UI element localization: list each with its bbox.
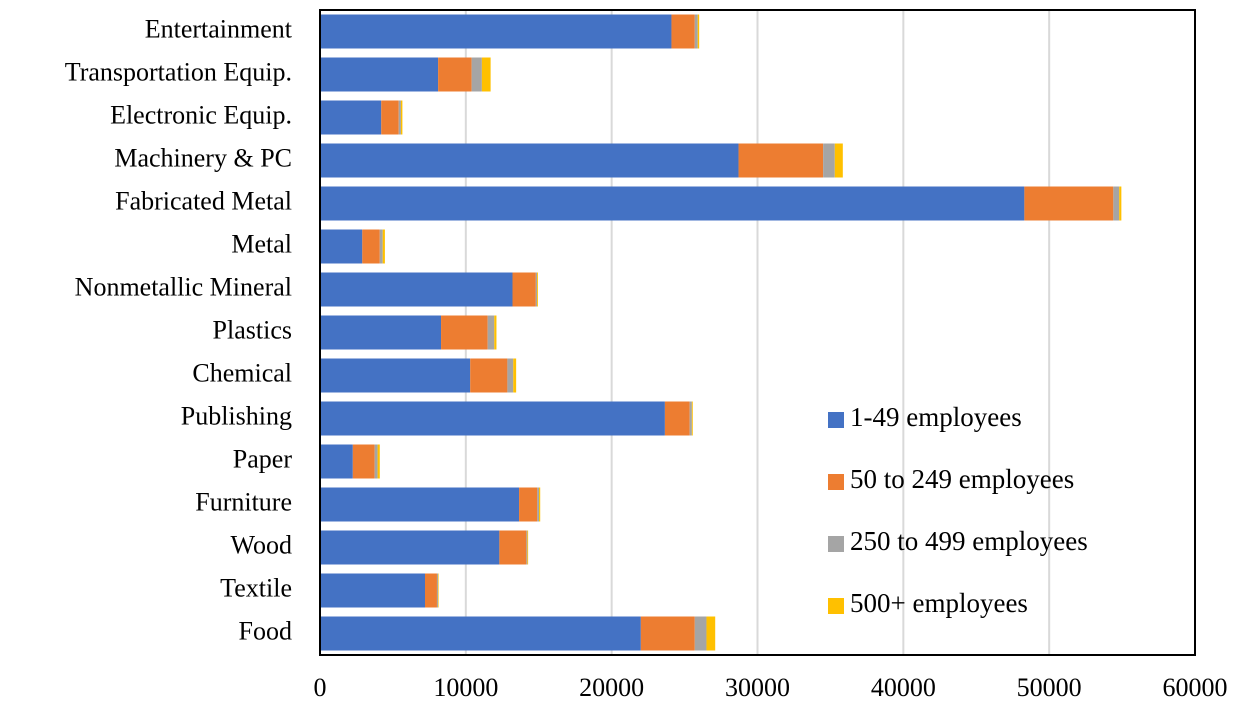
bar-segment — [320, 444, 353, 479]
bar-segment — [537, 487, 540, 522]
bar-segment — [539, 487, 541, 522]
y-tick-label: Nonmetallic Mineral — [75, 272, 292, 301]
bar-segment — [436, 573, 438, 608]
bar-segment — [320, 315, 442, 350]
x-tick-label: 20000 — [579, 673, 644, 702]
legend-label: 250 to 499 employees — [850, 526, 1088, 556]
legend-swatch — [828, 536, 844, 552]
bar-segment — [320, 358, 471, 393]
bar-segment — [499, 530, 527, 565]
bar-segment — [640, 616, 695, 651]
bar-segment — [507, 358, 514, 393]
bar-segment — [706, 616, 716, 651]
bar-segment — [320, 616, 641, 651]
bar-segment — [438, 57, 472, 92]
x-tick-label: 30000 — [725, 673, 790, 702]
y-tick-label: Transportation Equip. — [65, 57, 292, 86]
y-tick-label: Wood — [231, 530, 292, 559]
bar-segment — [320, 530, 500, 565]
bar-segment — [689, 401, 692, 436]
legend-swatch — [828, 474, 844, 490]
bar-segment — [527, 530, 529, 565]
bar-segment — [470, 358, 508, 393]
bar-segment — [320, 229, 363, 264]
y-tick-label: Fabricated Metal — [115, 186, 292, 215]
bar-segment — [691, 401, 693, 436]
y-tick-label: Furniture — [195, 487, 292, 516]
legend-label: 1-49 employees — [850, 402, 1022, 432]
bar-segment — [437, 573, 439, 608]
bar-segment — [400, 100, 403, 135]
bar-segment — [694, 14, 698, 49]
y-tick-label: Food — [239, 616, 292, 645]
bar-segment — [535, 272, 537, 307]
bar-segment — [382, 229, 385, 264]
x-tick-label: 60000 — [1163, 673, 1228, 702]
x-tick-label: 50000 — [1017, 673, 1082, 702]
bar-segment — [834, 143, 843, 178]
x-tick-label: 0 — [314, 673, 327, 702]
bar-segment — [694, 616, 707, 651]
bar-segment — [487, 315, 495, 350]
bar-segment — [320, 100, 382, 135]
y-tick-label: Paper — [233, 444, 293, 473]
bar-segment — [320, 14, 672, 49]
bar-segment — [320, 401, 665, 436]
bar-segment — [377, 444, 380, 479]
legend-swatch — [828, 412, 844, 428]
y-tick-label: Entertainment — [145, 14, 293, 43]
bar-segment — [697, 14, 700, 49]
bar-segment — [671, 14, 695, 49]
bar-segment — [1024, 186, 1114, 221]
y-tick-label: Publishing — [181, 401, 292, 430]
bar-segment — [738, 143, 824, 178]
bar-segment — [362, 229, 380, 264]
bar-segment — [512, 272, 536, 307]
bar-segment — [320, 573, 425, 608]
bar-segment — [526, 530, 528, 565]
legend-swatch — [828, 598, 844, 614]
bar-segment — [519, 487, 538, 522]
bar-segment — [1113, 186, 1120, 221]
y-tick-label: Textile — [220, 573, 292, 602]
bar-segment — [381, 100, 399, 135]
y-tick-label: Machinery & PC — [114, 143, 292, 172]
bar-segment — [320, 57, 439, 92]
y-tick-label: Metal — [231, 229, 292, 258]
bar-segment — [471, 57, 482, 92]
bar-segment — [320, 143, 739, 178]
bar-segment — [425, 573, 437, 608]
bar-segment — [494, 315, 497, 350]
bar-segment — [481, 57, 491, 92]
bar-segment — [537, 272, 538, 307]
bar-segment — [513, 358, 517, 393]
bar-segment — [441, 315, 488, 350]
y-tick-label: Plastics — [213, 315, 292, 344]
bar-segment — [379, 229, 383, 264]
bar-segment — [352, 444, 375, 479]
bar-segment — [320, 272, 513, 307]
bar-segment — [320, 186, 1025, 221]
y-tick-label: Electronic Equip. — [110, 100, 292, 129]
bar-segment — [823, 143, 835, 178]
plot-border — [319, 9, 1196, 656]
legend-label: 500+ employees — [850, 588, 1028, 618]
bar-segment — [664, 401, 690, 436]
bar-segment — [398, 100, 401, 135]
x-tick-label: 10000 — [433, 673, 498, 702]
bar-segment — [374, 444, 378, 479]
y-tick-label: Chemical — [192, 358, 292, 387]
bar-segment — [320, 487, 520, 522]
x-tick-label: 40000 — [871, 673, 936, 702]
bar-segment — [1119, 186, 1122, 221]
legend-label: 50 to 249 employees — [850, 464, 1074, 494]
